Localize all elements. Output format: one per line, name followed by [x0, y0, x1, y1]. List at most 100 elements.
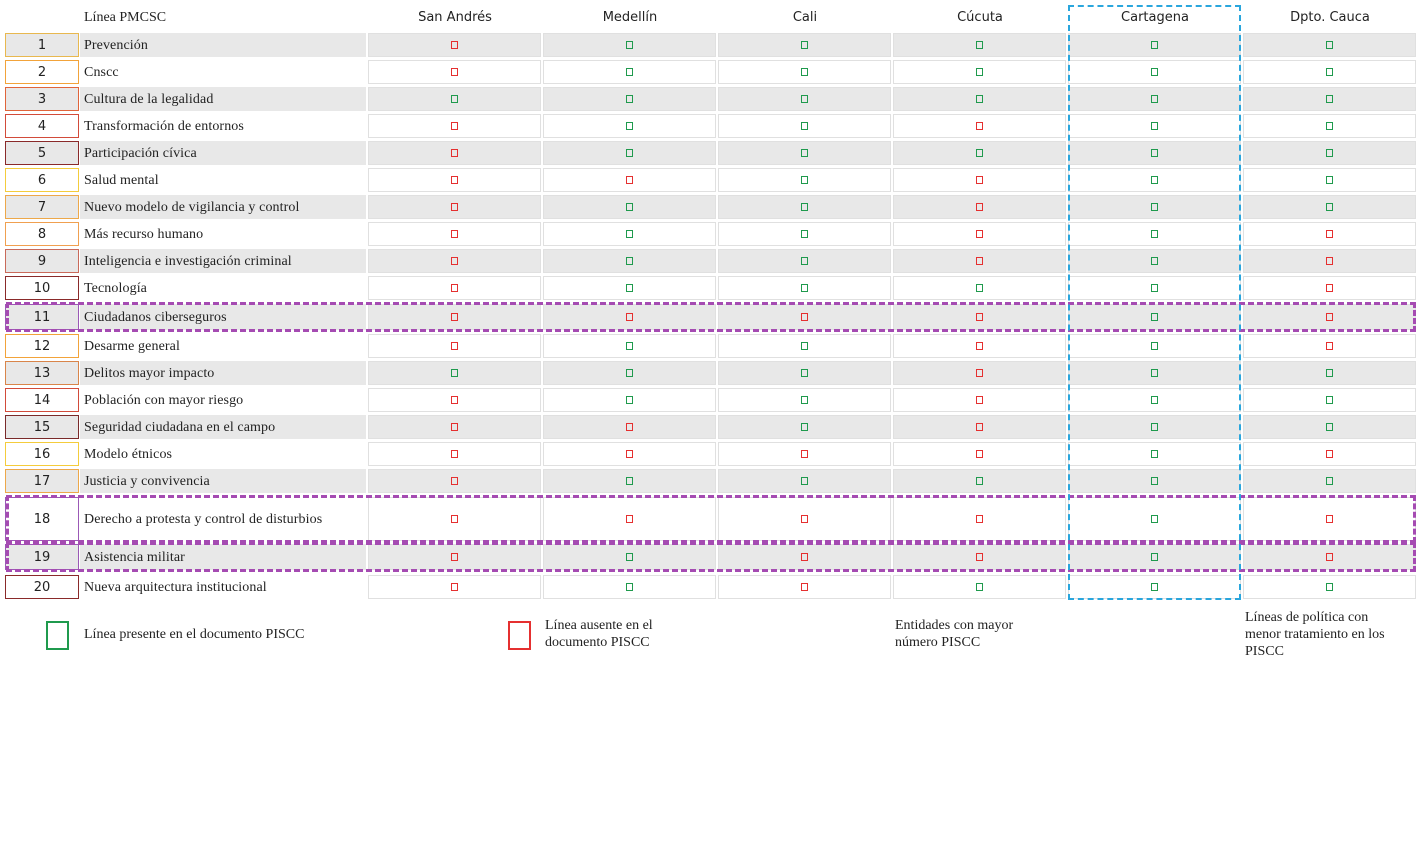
cell-cartagena — [1068, 361, 1241, 385]
cell-cucuta — [893, 304, 1066, 330]
present-mark-icon — [626, 477, 633, 485]
cell-cali — [718, 168, 891, 192]
cell-cucuta — [893, 469, 1066, 493]
cell-medellin — [543, 442, 716, 466]
present-mark-icon — [801, 369, 808, 377]
cell-cali — [718, 276, 891, 300]
cell-cali — [718, 388, 891, 412]
header-line-label: Línea PMCSC — [84, 10, 167, 25]
present-mark-icon — [1151, 553, 1158, 561]
legend-less-treatment-label: Líneas de política con menor tratamiento… — [1245, 610, 1385, 659]
cell-cartagena — [1068, 168, 1241, 192]
row-number: 11 — [5, 304, 79, 330]
cell-san-andres — [368, 442, 541, 466]
cell-san-andres — [368, 497, 541, 541]
cell-cucuta — [893, 334, 1066, 358]
present-mark-icon — [626, 396, 633, 404]
cell-cartagena — [1068, 87, 1241, 111]
absent-mark-icon — [976, 257, 983, 265]
cell-cali — [718, 469, 891, 493]
present-mark-icon — [976, 41, 983, 49]
cell-san-andres — [368, 544, 541, 570]
present-mark-icon — [1326, 369, 1333, 377]
cell-cali — [718, 442, 891, 466]
cell-dpto-cauca — [1243, 469, 1416, 493]
present-mark-icon — [626, 95, 633, 103]
cell-cucuta — [893, 575, 1066, 599]
row-number: 16 — [5, 442, 79, 466]
present-mark-icon — [1151, 149, 1158, 157]
present-mark-icon — [801, 257, 808, 265]
cell-cucuta — [893, 249, 1066, 273]
present-mark-icon — [1151, 477, 1158, 485]
absent-mark-icon — [451, 477, 458, 485]
cell-cartagena — [1068, 60, 1241, 84]
absent-mark-icon — [451, 515, 458, 523]
cell-cali — [718, 33, 891, 57]
present-mark-icon — [976, 284, 983, 292]
cell-san-andres — [368, 469, 541, 493]
absent-mark-icon — [451, 583, 458, 591]
cell-dpto-cauca — [1243, 33, 1416, 57]
cell-san-andres — [368, 415, 541, 439]
cell-cucuta — [893, 544, 1066, 570]
present-mark-icon — [626, 68, 633, 76]
present-mark-icon — [801, 342, 808, 350]
absent-mark-icon — [451, 149, 458, 157]
present-mark-icon — [801, 68, 808, 76]
cell-cartagena — [1068, 304, 1241, 330]
cell-medellin — [543, 195, 716, 219]
cell-san-andres — [368, 141, 541, 165]
cell-cartagena — [1068, 276, 1241, 300]
legend-present-label: Línea presente en el documento PISCC — [84, 627, 305, 642]
row-number: 3 — [5, 87, 79, 111]
absent-mark-icon — [976, 423, 983, 431]
row-number: 15 — [5, 415, 79, 439]
present-mark-icon — [626, 369, 633, 377]
present-mark-icon — [1151, 515, 1158, 523]
cell-dpto-cauca — [1243, 497, 1416, 541]
absent-mark-icon — [451, 396, 458, 404]
present-mark-icon — [976, 149, 983, 157]
cell-cartagena — [1068, 469, 1241, 493]
cell-medellin — [543, 141, 716, 165]
absent-mark-icon — [451, 423, 458, 431]
cell-dpto-cauca — [1243, 388, 1416, 412]
present-mark-icon — [1151, 257, 1158, 265]
absent-mark-icon — [1326, 257, 1333, 265]
present-mark-icon — [801, 149, 808, 157]
present-mark-icon — [1326, 122, 1333, 130]
row-label: Inteligencia e investigación criminal — [80, 249, 366, 273]
present-mark-icon — [626, 553, 633, 561]
cell-san-andres — [368, 304, 541, 330]
row-label: Salud mental — [80, 168, 366, 192]
legend-present-swatch — [46, 621, 69, 650]
absent-mark-icon — [626, 450, 633, 458]
row-label: Más recurso humano — [80, 222, 366, 246]
cell-san-andres — [368, 195, 541, 219]
cell-medellin — [543, 469, 716, 493]
row-label: Cultura de la legalidad — [80, 87, 366, 111]
absent-mark-icon — [976, 122, 983, 130]
row-label: Población con mayor riesgo — [80, 388, 366, 412]
cell-dpto-cauca — [1243, 195, 1416, 219]
absent-mark-icon — [976, 450, 983, 458]
row-label: Nuevo modelo de vigilancia y control — [80, 195, 366, 219]
absent-mark-icon — [976, 313, 983, 321]
absent-mark-icon — [1326, 515, 1333, 523]
absent-mark-icon — [626, 176, 633, 184]
row-number: 17 — [5, 469, 79, 493]
cell-medellin — [543, 87, 716, 111]
absent-mark-icon — [626, 313, 633, 321]
row-label: Ciudadanos ciberseguros — [80, 304, 366, 330]
cell-dpto-cauca — [1243, 415, 1416, 439]
cell-medellin — [543, 276, 716, 300]
cell-cali — [718, 114, 891, 138]
cell-dpto-cauca — [1243, 304, 1416, 330]
cell-cucuta — [893, 60, 1066, 84]
cell-cucuta — [893, 497, 1066, 541]
present-mark-icon — [801, 477, 808, 485]
present-mark-icon — [626, 149, 633, 157]
cell-dpto-cauca — [1243, 575, 1416, 599]
present-mark-icon — [801, 230, 808, 238]
